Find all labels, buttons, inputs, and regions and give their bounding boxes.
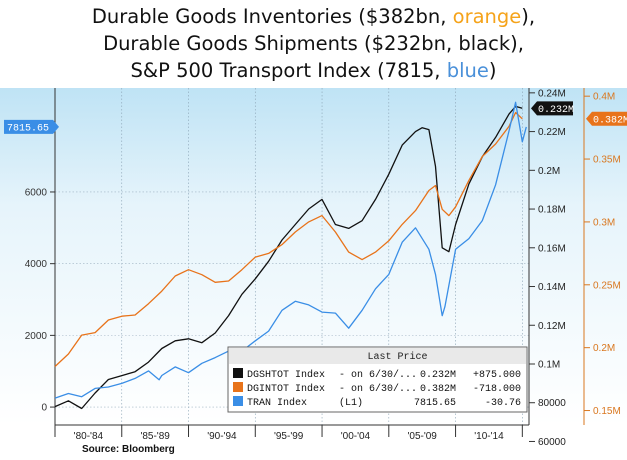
legend-swatch [233,382,243,392]
left-tick-label: 4000 [25,259,48,270]
last-price-tag-bg [586,111,627,126]
left-tick-label: 6000 [25,187,48,198]
legend-series-name: DGINTOT Index [247,383,325,395]
mid-tick-label: 80000 [538,398,566,409]
legend-swatch [233,396,243,406]
chart-title-line-1: Durable Goods Inventories ($382bn, orang… [91,5,536,28]
legend-series-name: DGSHTOT Index [247,369,325,381]
legend-series-name: TRAN Index [247,397,307,409]
source-note: Source: Bloomberg [82,444,175,455]
series-line-dgshtot-index [54,105,523,410]
last-price-tag-text: 0.232M [538,105,574,116]
legend-heading: Last Price [367,351,427,363]
legend-series-change: -30.76 [485,398,521,409]
left-tick-label: 2000 [25,331,48,342]
mid-tick-label: 0.18M [538,205,566,216]
chart-title-line-3: S&P 500 Transport Index (7815, blue) [130,59,497,82]
x-tick-label: '00-'04 [341,431,371,442]
legend-series-desc: (L1) [339,397,363,409]
x-tick-label: '85-'89 [140,431,170,442]
left-tick-label: 0 [41,403,47,414]
legend-series-value: 0.232M [420,370,456,381]
right-tick-label: 0.2M [593,343,615,354]
mid-tick-label: 0.1M [538,359,560,370]
x-tick-label: '05-'09 [407,431,437,442]
legend-series-value: 7815.65 [414,398,456,409]
x-tick-label: '95-'99 [274,431,304,442]
mid-tick-label: 0.22M [538,127,566,138]
right-tick-label: 0.25M [593,280,621,291]
series-line-dgintot-index [54,111,523,367]
title-orange-word: orange [452,5,522,28]
legend-swatch [233,368,243,378]
legend-series-change: +875.000 [473,370,521,381]
x-tick-label: '90-'94 [207,431,237,442]
right-tick-label: 0.15M [593,406,621,417]
mid-tick-label: 0.24M [538,88,566,99]
mid-tick-label: 0.12M [538,321,566,332]
last-price-tag-text: 7815.65 [7,123,49,134]
x-tick-label: '10-'14 [474,431,504,442]
legend-series-value: 0.382M [420,384,456,395]
right-tick-label: 0.35M [593,155,621,166]
mid-tick-label: 0.14M [538,282,566,293]
mid-tick-label: 0.16M [538,243,566,254]
last-price-tag-text: 0.382M [593,115,627,126]
legend-series-desc: - on 6/30/... [339,369,417,381]
chart-title-line-2: Durable Goods Shipments ($232bn, black), [103,32,524,55]
right-tick-label: 0.3M [593,217,615,228]
legend-series-change: -718.000 [473,384,521,395]
x-tick-label: '80-'84 [74,431,104,442]
last-price-tag-bg [531,101,573,116]
legend-header-bg [229,348,526,364]
series-line-tran-index [54,101,527,399]
mid-tick-label: 60000 [538,437,566,448]
mid-tick-label: 0.2M [538,166,560,177]
right-tick-label: 0.4M [593,92,615,103]
legend-series-desc: - on 6/30/... [339,383,417,395]
title-blue-word: blue [446,59,489,82]
last-price-tag-bg [4,119,59,134]
